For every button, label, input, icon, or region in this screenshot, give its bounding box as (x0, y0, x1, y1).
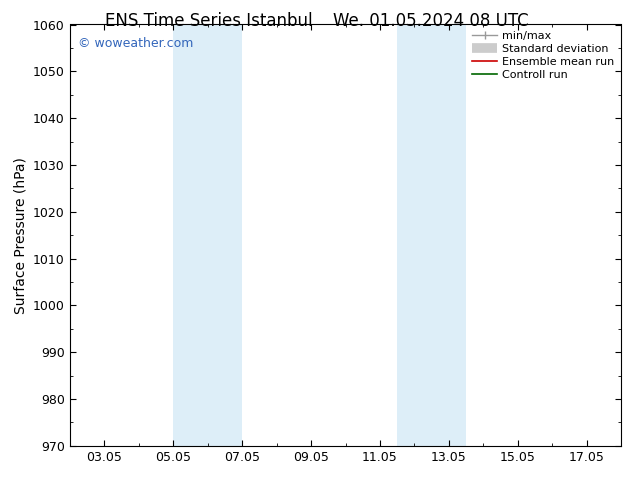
Text: © woweather.com: © woweather.com (78, 37, 193, 50)
Text: ENS Time Series Istanbul: ENS Time Series Istanbul (105, 12, 313, 30)
Y-axis label: Surface Pressure (hPa): Surface Pressure (hPa) (13, 157, 27, 314)
Bar (398, 24, 466, 446)
Text: We. 01.05.2024 08 UTC: We. 01.05.2024 08 UTC (333, 12, 529, 30)
Bar (173, 24, 242, 446)
Legend: min/max, Standard deviation, Ensemble mean run, Controll run: min/max, Standard deviation, Ensemble me… (468, 27, 619, 84)
